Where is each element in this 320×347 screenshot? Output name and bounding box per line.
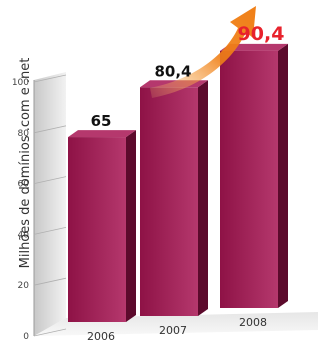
y-axis-label: Milhões de domínios .com e .net <box>18 57 33 269</box>
value-label: 80,4 <box>154 62 191 80</box>
x-tick-label: 2008 <box>239 316 267 329</box>
y-tick-label: 80 <box>18 129 30 139</box>
value-label: 90,4 <box>238 23 285 45</box>
y-gridline <box>33 74 67 83</box>
chart-back-wall <box>34 72 66 336</box>
y-gridline <box>33 176 67 184</box>
growth-arrow <box>150 6 256 98</box>
bar-front <box>140 87 198 316</box>
bar-2006 <box>68 130 136 322</box>
y-gridlines <box>33 74 67 337</box>
y-tick-label: 60 <box>18 180 30 190</box>
bar-front <box>68 137 126 322</box>
y-tick-label: 100 <box>12 78 29 88</box>
x-tick-labels: 2006 2007 2008 <box>87 316 267 343</box>
y-tick-labels: 0 20 40 60 80 100 <box>12 78 29 342</box>
y-gridline <box>33 277 67 286</box>
y-gridline <box>33 227 67 235</box>
y-gridline <box>33 328 67 337</box>
y-tick-label: 40 <box>18 230 30 240</box>
x-tick-label: 2006 <box>87 330 115 343</box>
bar-side <box>126 130 136 322</box>
y-gridline <box>33 125 67 134</box>
value-labels: 65 80,4 90,4 <box>91 23 285 130</box>
value-label: 65 <box>91 112 112 130</box>
bars <box>68 43 288 322</box>
x-tick-label: 2007 <box>159 324 187 337</box>
y-tick-label: 20 <box>18 281 30 291</box>
bar-top <box>68 130 136 138</box>
y-tick-label: 0 <box>23 332 29 342</box>
bar-2008 <box>220 43 288 308</box>
bar-side <box>278 43 288 308</box>
bar-side <box>198 80 208 316</box>
bar-2007 <box>140 80 208 316</box>
bar-front <box>220 50 278 308</box>
